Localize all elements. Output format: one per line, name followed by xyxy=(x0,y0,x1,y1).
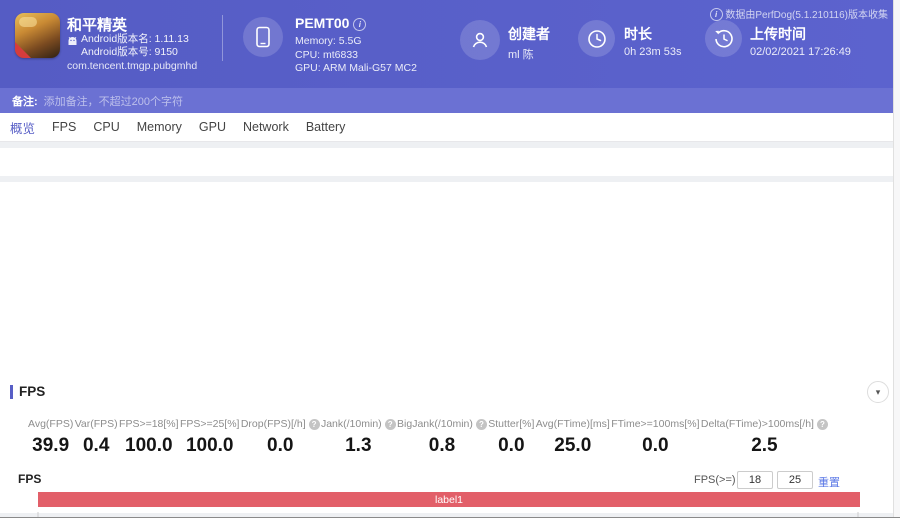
upload-avatar xyxy=(705,20,742,57)
note-placeholder: 添加备注，不超过200个字符 xyxy=(43,95,184,108)
metric-label: FTime>=100ms[%] xyxy=(611,418,700,430)
metric-value: 2.5 xyxy=(751,435,778,456)
fps-chart: 010203040506070809010011001200:0001:1202… xyxy=(19,512,868,518)
fps-threshold-low-input[interactable] xyxy=(737,471,773,489)
device-specs: Memory: 5.5G CPU: mt6833 GPU: ARM Mali-G… xyxy=(295,35,417,76)
phone-icon xyxy=(256,26,270,48)
metric-FTime>=100ms[%]: FTime>=100ms[%] 0.0 xyxy=(611,418,699,457)
window-scrollbar-track[interactable] xyxy=(893,0,900,517)
clock-icon xyxy=(587,29,606,48)
upload-value: 02/02/2021 17:26:49 xyxy=(750,46,851,58)
help-icon[interactable]: ? xyxy=(475,419,487,430)
creator-value: ml 陈 xyxy=(508,49,534,61)
label1-band[interactable]: label1 xyxy=(38,492,860,507)
metric-label: Drop(FPS)[/h]? xyxy=(241,418,320,430)
android-icon xyxy=(68,37,77,45)
reset-button[interactable]: 重置 xyxy=(818,477,840,489)
note-bar[interactable]: 备注: 添加备注，不超过200个字符 xyxy=(0,88,900,113)
metric-Var(FPS): Var(FPS) 0.4 xyxy=(75,418,118,457)
metric-FPS>=25[%]: FPS>=25[%] 100.0 xyxy=(180,418,240,457)
tab-概览[interactable]: 概览 xyxy=(10,121,36,136)
metric-FPS>=18[%]: FPS>=18[%] 100.0 xyxy=(119,418,179,457)
tab-GPU[interactable]: GPU xyxy=(198,120,226,134)
metric-label: Jank(/10min)? xyxy=(321,418,396,430)
device-name: PEMT00 i xyxy=(295,15,367,31)
metric-Stutter[%]: Stutter[%] 0.0 xyxy=(488,418,534,457)
metric-BigJank(/10min): BigJank(/10min)? 0.8 xyxy=(397,418,487,457)
svg-text:2: 2 xyxy=(863,515,868,518)
metric-value: 39.9 xyxy=(32,435,70,456)
device-memory: Memory: 5.5G xyxy=(295,35,362,47)
person-icon xyxy=(472,32,488,48)
duration-value: 0h 23m 53s xyxy=(624,46,682,58)
section-accent-bar xyxy=(10,385,13,399)
metric-value: 0.0 xyxy=(267,435,294,456)
device-avatar xyxy=(243,17,283,57)
metric-value: 100.0 xyxy=(125,435,173,456)
help-icon[interactable]: ? xyxy=(816,419,828,430)
fps-section-title: FPS xyxy=(19,384,46,399)
android-version-name: Android版本名: 1.11.13 xyxy=(81,33,189,45)
report-header: 和平精英 Android版本名: 1.11.13 Android版本号: 915… xyxy=(0,0,900,88)
tab-Memory[interactable]: Memory xyxy=(136,120,182,134)
device-info-icon[interactable]: i xyxy=(353,18,367,31)
android-version-block: Android版本名: 1.11.13 Android版本号: 9150 xyxy=(81,33,189,59)
overview-section-card: 概览 导出全部 ◂ xyxy=(0,148,893,322)
fps-threshold-label: FPS(>=) xyxy=(694,474,736,486)
metric-Jank(/10min): Jank(/10min)? 1.3 xyxy=(321,418,396,457)
device-cpu: CPU: mt6833 xyxy=(295,48,359,61)
metric-label: Delta(FTime)>100ms[/h]? xyxy=(701,418,828,430)
history-clock-icon xyxy=(714,29,733,47)
header-divider xyxy=(222,15,223,61)
data-source-note: i 数据由PerfDog(5.1.210116)版本收集 xyxy=(709,6,888,21)
collapse-down-button[interactable]: ▾ xyxy=(867,381,889,403)
metric-value: 0.0 xyxy=(498,435,525,456)
device-gpu: GPU: ARM Mali-G57 MC2 xyxy=(295,62,417,74)
android-version-code: Android版本号: 9150 xyxy=(81,46,178,58)
tab-Network[interactable]: Network xyxy=(242,120,289,134)
metric-value: 0.8 xyxy=(428,435,456,456)
metric-value: 0.4 xyxy=(82,435,110,456)
metric-Avg(FTime)[ms]: Avg(FTime)[ms] 25.0 xyxy=(536,418,610,457)
metric-label: Stutter[%] xyxy=(488,418,535,430)
metric-label: Avg(FPS) xyxy=(28,418,74,430)
app-icon xyxy=(15,13,60,58)
metric-value: 100.0 xyxy=(185,435,234,456)
note-label: 备注: xyxy=(12,95,38,108)
main-tabbar: 概览 FPS CPU Memory GPU Network Battery xyxy=(0,113,900,142)
metric-label: BigJank(/10min)? xyxy=(397,418,487,430)
duration-avatar xyxy=(578,20,615,57)
fps-metrics-row: Avg(FPS) 39.9 Var(FPS) 0.4 FPS>=18[%] 100.0 FP… xyxy=(28,418,828,457)
fps-section-card: FPS ▾ Avg(FPS) 39.9 Var(FPS) 0.4 FPS>=18[%] 1… xyxy=(0,182,893,517)
duration-label: 时长 xyxy=(624,26,652,42)
upload-label: 上传时间 xyxy=(750,26,806,42)
chevron-down-icon: ▾ xyxy=(875,386,881,397)
app-title: 和平精英 xyxy=(67,17,128,34)
svg-text:110: 110 xyxy=(19,515,33,518)
creator-label: 创建者 xyxy=(508,26,550,42)
metric-label: FPS>=18[%] xyxy=(119,418,179,430)
metric-label: Var(FPS) xyxy=(74,418,118,430)
tab-FPS[interactable]: FPS xyxy=(52,120,77,134)
help-icon[interactable]: ? xyxy=(384,419,396,430)
metric-Delta(FTime)>100ms[/h]: Delta(FTime)>100ms[/h]? 2.5 xyxy=(701,418,828,457)
tab-Battery[interactable]: Battery xyxy=(305,120,346,134)
fps-threshold-high-input[interactable] xyxy=(777,471,813,489)
info-icon: i xyxy=(709,8,723,21)
metric-Drop(FPS)[/h]: Drop(FPS)[/h]? 0.0 xyxy=(241,418,320,457)
help-icon[interactable]: ? xyxy=(308,419,320,430)
creator-avatar xyxy=(460,20,500,60)
metric-Avg(FPS): Avg(FPS) 39.9 xyxy=(28,418,73,457)
metric-value: 1.3 xyxy=(345,435,372,456)
metric-value: 0.0 xyxy=(642,435,669,456)
metric-label: Avg(FTime)[ms] xyxy=(535,418,610,430)
tab-CPU[interactable]: CPU xyxy=(93,120,120,134)
fps-chart-label: FPS xyxy=(18,472,42,486)
metric-value: 25.0 xyxy=(554,435,592,456)
app-package: com.tencent.tmgp.pubgmhd xyxy=(67,60,198,72)
metric-label: FPS>=25[%] xyxy=(179,418,240,430)
